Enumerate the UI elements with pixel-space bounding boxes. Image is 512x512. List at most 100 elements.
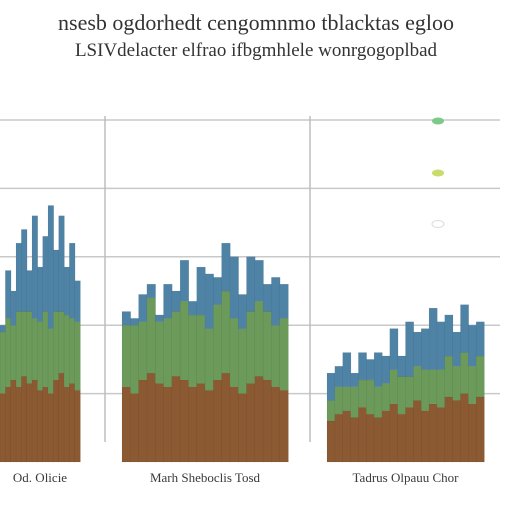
bar-g1-b18-s1	[271, 325, 281, 387]
bar-g2-b19-s1	[475, 355, 485, 398]
bar-g2-b7-s0	[381, 410, 391, 463]
bar-g1-b18-s2	[271, 277, 281, 326]
bar-g0-b5-s1	[26, 311, 33, 384]
bar-g0-b8-s1	[42, 311, 49, 387]
bar-g0-b8-s2	[42, 236, 49, 312]
bar-g1-b10-s0	[204, 389, 214, 463]
bar-g1-b17-s0	[262, 379, 273, 463]
bar-g1-b8-s0	[188, 386, 198, 463]
bar-g0-b14-s0	[74, 389, 81, 463]
bar-g0-b11-s2	[58, 215, 65, 312]
bar-g2-b12-s2	[421, 328, 430, 370]
bar-g0-b13-s2	[69, 242, 76, 319]
bar-g2-b16-s1	[452, 366, 462, 401]
bar-g2-b5-s1	[366, 379, 375, 415]
bar-g1-b19-s1	[279, 318, 289, 391]
bar-g1-b3-s1	[146, 297, 156, 374]
bar-g1-b5-s1	[163, 318, 173, 387]
bar-g1-b3-s0	[146, 372, 156, 463]
bar-g1-b16-s1	[254, 301, 264, 377]
bar-g2-b16-s2	[452, 331, 462, 367]
bar-g1-b12-s0	[221, 372, 231, 463]
bar-g0-b4-s0	[21, 376, 28, 463]
legend-swatch-2	[431, 220, 445, 228]
bar-g2-b0-s2	[326, 372, 336, 401]
bar-g0-b1-s1	[5, 318, 12, 387]
bar-g2-b11-s0	[413, 400, 422, 463]
bar-g1-b12-s2	[221, 242, 231, 292]
bar-g2-b3-s1	[350, 386, 359, 418]
bar-g2-b4-s1	[358, 379, 367, 408]
bars	[0, 205, 485, 463]
bar-g1-b13-s1	[229, 318, 239, 387]
bar-g1-b1-s0	[130, 393, 140, 463]
bar-g2-b18-s2	[468, 325, 477, 367]
bar-g0-b14-s2	[74, 280, 81, 322]
bar-g1-b11-s0	[213, 379, 223, 463]
bar-g1-b8-s1	[188, 314, 198, 387]
bar-g1-b11-s2	[213, 277, 223, 305]
bar-g1-b2-s2	[138, 294, 148, 322]
bar-g1-b19-s2	[279, 283, 289, 319]
bar-g1-b15-s0	[246, 383, 256, 463]
bar-g2-b6-s2	[373, 352, 383, 387]
bar-g0-b0-s2	[0, 325, 6, 333]
bar-g2-b2-s1	[342, 386, 352, 411]
bar-g2-b9-s2	[397, 355, 407, 377]
bar-g2-b3-s2	[350, 372, 359, 387]
bar-g2-b14-s1	[436, 369, 446, 408]
bar-g0-b11-s0	[58, 372, 65, 463]
bar-g1-b3-s2	[146, 283, 156, 299]
bar-g2-b14-s2	[436, 321, 446, 370]
bar-g1-b1-s2	[130, 318, 140, 326]
bar-g2-b3-s0	[350, 417, 359, 463]
bar-g0-b13-s1	[69, 318, 76, 384]
bar-g2-b1-s0	[334, 413, 344, 463]
category-labels: Od. Olicie Marh Sheboclis Tosd Tadrus Olpa…	[13, 470, 459, 485]
bar-g1-b12-s1	[221, 290, 231, 374]
bar-g2-b2-s0	[342, 410, 352, 463]
bar-g0-b3-s0	[15, 386, 22, 463]
chart-subtitle: LSIVdelacter elfrao ifbgmhlele wonrgogop…	[75, 40, 438, 61]
bar-g2-b16-s0	[452, 400, 462, 463]
bar-g1-b9-s0	[196, 383, 206, 463]
bar-g2-b19-s2	[475, 321, 485, 357]
legend	[431, 117, 445, 228]
bar-g2-b12-s1	[421, 369, 430, 411]
bar-g0-b4-s2	[21, 229, 28, 312]
bar-g1-b16-s0	[254, 376, 264, 463]
bar-g2-b17-s2	[460, 304, 469, 353]
bar-g1-b15-s1	[246, 311, 256, 384]
bar-g2-b19-s0	[475, 396, 485, 463]
legend-swatch-1	[432, 169, 444, 177]
bar-g0-b9-s1	[47, 328, 54, 394]
bar-g2-b14-s0	[436, 407, 446, 463]
bar-g0-b4-s1	[21, 311, 28, 377]
legend-swatch-0	[432, 117, 444, 125]
bar-g0-b5-s2	[26, 270, 33, 312]
bar-g0-b0-s0	[0, 393, 6, 463]
bar-g1-b0-s1	[121, 325, 131, 387]
category-label-2: Tadrus Olpauu Chor	[353, 470, 460, 485]
bar-g1-b17-s1	[262, 311, 273, 381]
bar-g2-b5-s0	[366, 413, 375, 463]
bar-g2-b18-s1	[468, 366, 477, 405]
bar-g1-b8-s2	[188, 301, 198, 316]
bar-g1-b13-s0	[229, 386, 239, 463]
bar-g2-b18-s0	[468, 403, 477, 463]
bar-g2-b8-s0	[389, 403, 399, 463]
bar-g1-b10-s1	[204, 328, 214, 391]
bar-g1-b10-s2	[204, 273, 214, 329]
bar-g1-b2-s0	[138, 379, 148, 463]
bar-g0-b10-s2	[53, 249, 60, 312]
bar-g1-b4-s0	[154, 383, 165, 463]
bar-g0-b6-s1	[31, 318, 38, 381]
bar-g2-b4-s0	[358, 407, 367, 463]
bar-g0-b9-s0	[47, 393, 54, 463]
bar-g2-b15-s0	[444, 396, 454, 463]
bar-g1-b7-s2	[179, 260, 190, 302]
bar-g0-b5-s0	[26, 383, 33, 463]
bar-g2-b13-s1	[428, 369, 438, 405]
bar-g1-b0-s2	[121, 311, 131, 326]
